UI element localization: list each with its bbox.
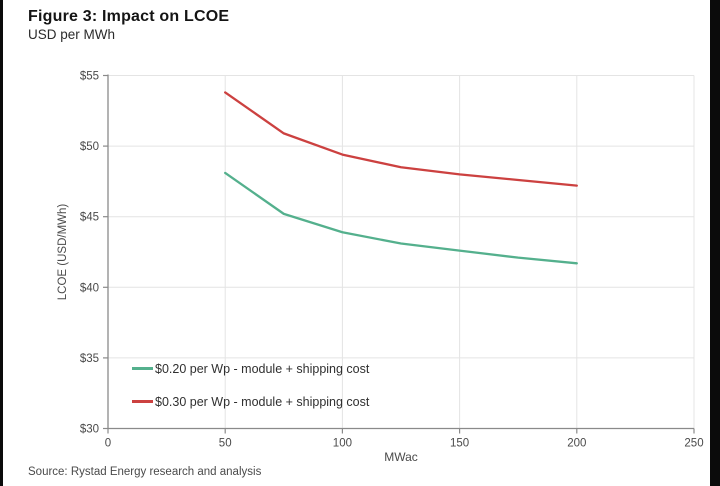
series-line-0 xyxy=(224,171,578,265)
y-tick-label: $40 xyxy=(80,282,99,294)
y-tick-label: $45 xyxy=(80,212,99,224)
x-tick-label: 100 xyxy=(333,438,352,450)
legend-swatch-red-line xyxy=(132,400,153,403)
x-tick-label: 50 xyxy=(219,438,232,450)
y-tick-label: $55 xyxy=(80,71,99,83)
x-tick-label: 150 xyxy=(450,438,469,450)
y-tick-label: $50 xyxy=(80,141,99,153)
chart-subtitle: USD per MWh xyxy=(28,27,116,42)
y-tick-label: $35 xyxy=(80,353,99,365)
legend-label: $0.20 per Wp - module + shipping cost xyxy=(155,361,370,376)
y-tick-label: $30 xyxy=(80,424,99,436)
source-note: Source: Rystad Energy research and analy… xyxy=(28,466,262,478)
series-line-1 xyxy=(224,91,578,187)
legend: $0.20 per Wp - module + shipping cost $0… xyxy=(132,361,369,409)
right-border-bar xyxy=(710,0,720,486)
chart-title: Figure 3: Impact on LCOE xyxy=(28,8,230,25)
legend-item-030-wp: $0.30 per Wp - module + shipping cost xyxy=(132,394,369,409)
left-border-bar xyxy=(0,0,3,486)
legend-label: $0.30 per Wp - module + shipping cost xyxy=(155,394,370,409)
legend-item-020-wp: $0.20 per Wp - module + shipping cost xyxy=(132,361,369,376)
x-tick-label: 0 xyxy=(105,438,111,450)
x-axis-title: MWac xyxy=(384,450,418,464)
x-tick-label: 250 xyxy=(684,438,703,450)
x-tick-label: 200 xyxy=(567,438,586,450)
legend-swatch-green-line xyxy=(132,367,153,370)
y-axis-title: LCOE (USD/MWh) xyxy=(57,203,69,301)
